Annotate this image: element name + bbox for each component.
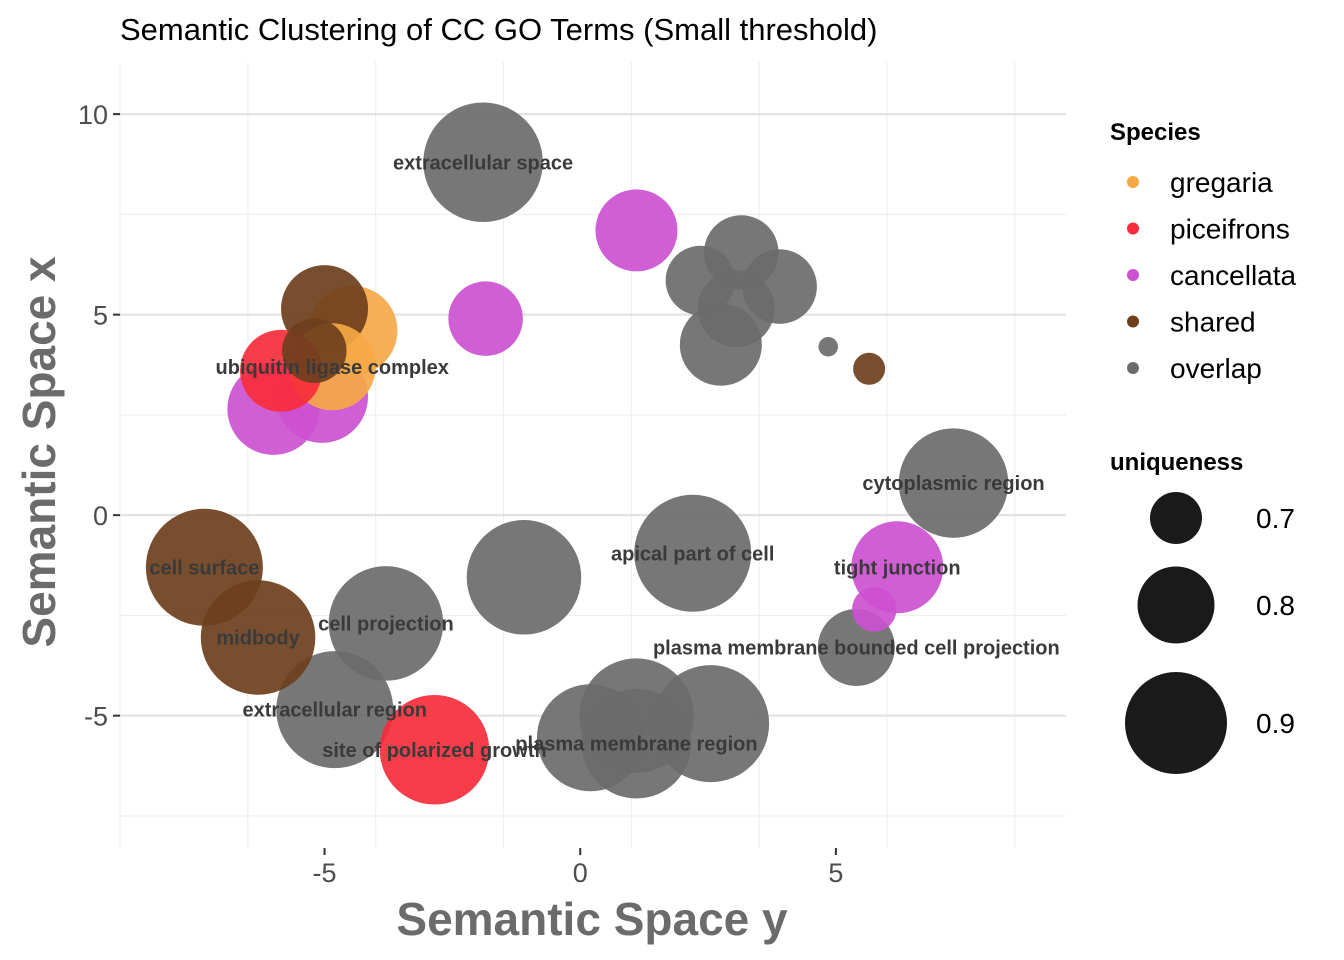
bubble-label: tight junction: [834, 557, 961, 579]
legend-size-label: 0.7: [1256, 503, 1295, 534]
legend: Species gregaria piceifrons cancellata shar…: [1110, 119, 1297, 774]
bubble-label: site of polarized growth: [322, 740, 546, 762]
legend-size-label: 0.8: [1256, 590, 1295, 621]
y-tick-label: 0: [93, 501, 108, 531]
bubble-overlap: [536, 684, 644, 792]
bubble-label: plasma membrane bounded cell projection: [653, 637, 1060, 659]
bubble-label: extracellular space: [393, 152, 573, 174]
bubble-label: cytoplasmic region: [862, 473, 1044, 495]
legend-label-gregaria: gregaria: [1170, 167, 1273, 198]
legend-key-cancellata: [1127, 269, 1139, 281]
bubble-overlap: [742, 249, 817, 324]
data-points: [145, 102, 1009, 805]
legend-key-overlap: [1127, 362, 1139, 374]
legend-key-piceifrons: [1127, 222, 1139, 235]
legend-key-gregaria: [1127, 176, 1139, 188]
bubble-overlap: [634, 494, 752, 612]
bubble-label: cell projection: [318, 613, 454, 635]
legend-key-shared: [1127, 315, 1139, 328]
legend-species-items: gregaria piceifrons cancellata shared overla…: [1127, 167, 1297, 384]
legend-size-key: [1137, 566, 1215, 644]
bubble-overlap: [898, 428, 1009, 538]
bubble-piceifrons: [379, 695, 490, 805]
x-axis-title: Semantic Space y: [396, 893, 788, 945]
y-tick-label: 10: [78, 100, 108, 130]
bubble-overlap: [328, 566, 444, 681]
bubble-overlap: [276, 651, 394, 769]
y-axis-title: Semantic Space x: [13, 256, 65, 648]
bubble-cancellata: [595, 189, 678, 272]
x-axis-ticks: -5 0 5: [313, 848, 843, 888]
bubble-overlap: [423, 102, 543, 223]
legend-species-title: Species: [1110, 119, 1201, 146]
bubble-label: cell surface: [149, 557, 259, 579]
legend-size-key: [1125, 672, 1227, 774]
bubble-overlap: [665, 245, 736, 316]
bubble-label: midbody: [216, 627, 300, 649]
bubble-overlap: [466, 520, 582, 635]
legend-label-shared: shared: [1170, 307, 1256, 338]
bubble-label: ubiquitin ligase complex: [216, 357, 449, 379]
bubble-label: plasma membrane region: [515, 734, 757, 756]
legend-label-cancellata: cancellata: [1170, 260, 1297, 291]
bubble-overlap: [818, 336, 838, 357]
y-tick-label: 5: [93, 301, 108, 331]
y-tick-label: -5: [84, 702, 108, 732]
bubble-shared: [282, 318, 347, 383]
y-axis-ticks: -5 0 5 10: [78, 100, 120, 732]
bubble-shared: [200, 580, 316, 695]
bubble-label: extracellular region: [243, 700, 428, 722]
legend-size-label: 0.9: [1256, 708, 1295, 739]
point-labels: extracellular space ubiquitin ligase comp…: [149, 152, 1059, 761]
x-tick-label: 0: [573, 858, 588, 888]
legend-size-title: uniqueness: [1110, 449, 1243, 476]
x-tick-label: 5: [828, 858, 843, 888]
bubble-cancellata: [448, 281, 523, 356]
chart-title: Semantic Clustering of CC GO Terms (Smal…: [120, 12, 877, 47]
legend-label-overlap: overlap: [1170, 353, 1262, 384]
bubble-shared: [853, 352, 886, 385]
x-tick-label: -5: [313, 858, 337, 888]
legend-size-items: 0.7 0.8 0.9: [1125, 492, 1295, 774]
bubble-label: apical part of cell: [611, 543, 774, 565]
bubble-cancellata: [851, 587, 897, 632]
legend-size-key: [1150, 492, 1202, 544]
legend-label-piceifrons: piceifrons: [1170, 214, 1290, 245]
